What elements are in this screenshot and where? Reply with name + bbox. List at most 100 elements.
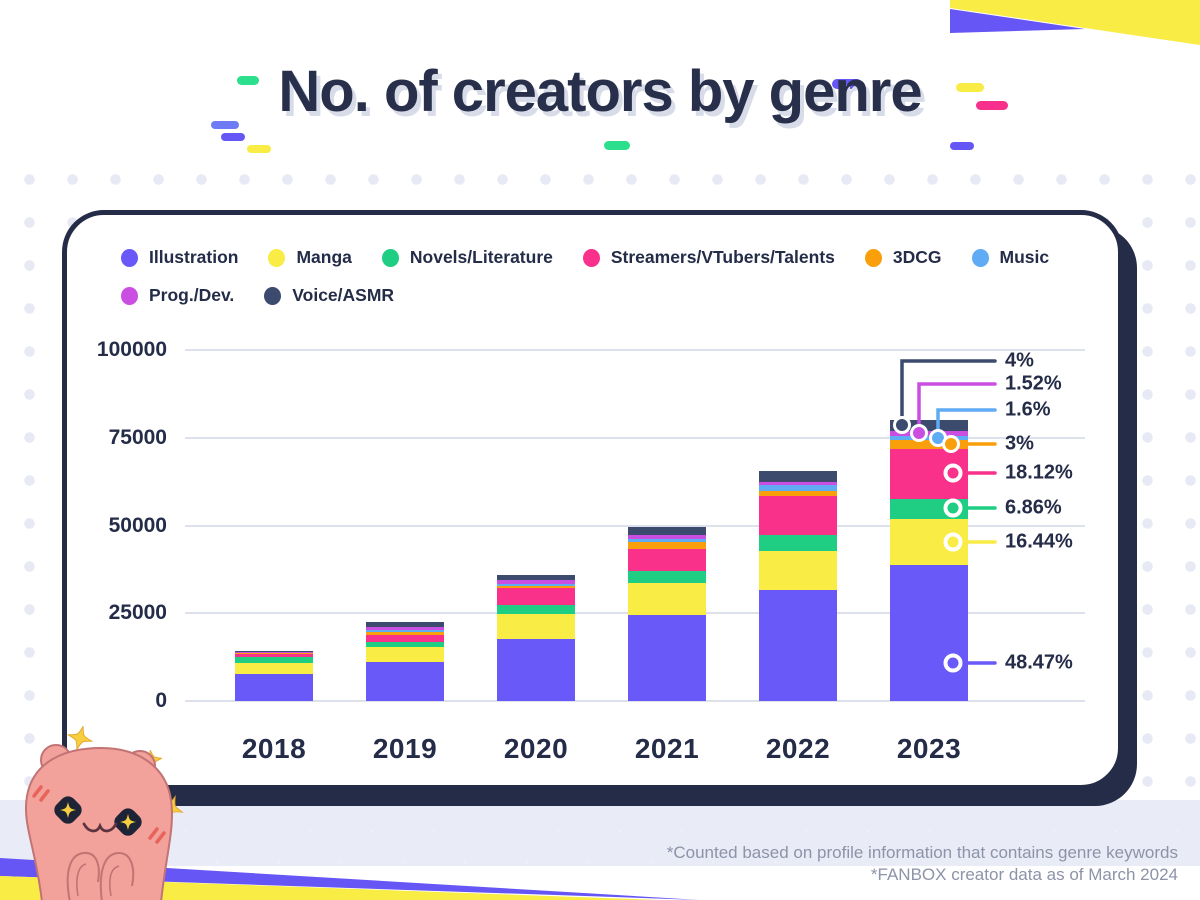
- bar-segment-3dcg: [235, 653, 313, 655]
- bar-segment-voice-asmr: [628, 527, 706, 536]
- confetti-green-pill: [237, 76, 259, 85]
- y-axis-tick-label: 50000: [108, 513, 167, 537]
- bar-segment-streamers-vtubers-talents: [759, 496, 837, 536]
- bar-segment-voice-asmr: [497, 575, 575, 581]
- confetti-purple-pill-top: [832, 79, 862, 89]
- bar-segment-manga: [235, 663, 313, 675]
- callout-label-novels-literature: 6.86%: [1005, 496, 1062, 519]
- gridline: [185, 700, 1085, 702]
- bar-2020: [497, 575, 575, 701]
- confetti-blue-dash: [211, 121, 239, 129]
- top-right-ribbon-decoration: [950, 0, 1200, 45]
- chart-card: Illustration Manga Novels/Literature Stream…: [62, 210, 1123, 790]
- bar-segment-manga: [628, 582, 706, 615]
- confetti-green-pill-bottom: [604, 141, 630, 150]
- bar-2022: [759, 471, 837, 701]
- bar-segment-novels-literature: [628, 571, 706, 583]
- bar-segment-novels-literature: [235, 657, 313, 664]
- bar-segment-voice-asmr: [759, 471, 837, 482]
- legend-label: Novels/Literature: [409, 247, 553, 267]
- bar-segment-streamers-vtubers-talents: [235, 654, 313, 658]
- bar-segment-manga: [890, 518, 968, 565]
- bar-segment-3dcg: [628, 541, 706, 549]
- callout-label-illustration: 48.47%: [1005, 651, 1073, 674]
- callout-dot-icon: [893, 416, 911, 434]
- bar-segment-illustration: [628, 615, 706, 701]
- callout-line: [936, 408, 997, 440]
- confetti-yellow-pill-right: [956, 83, 984, 92]
- confetti-yellow-dash-left: [247, 145, 271, 153]
- legend-label: Manga: [296, 247, 352, 267]
- callout-dot-icon: [943, 532, 963, 552]
- fanbox-mascot-illustration: [24, 726, 185, 900]
- callout-label-music: 1.6%: [1005, 398, 1051, 421]
- bar-segment-prog-dev-: [366, 626, 444, 630]
- callout-line: [900, 359, 997, 427]
- bar-segment-music: [759, 485, 837, 491]
- bar-segment-voice-asmr: [235, 650, 313, 652]
- confetti-purple-dash-left: [221, 133, 245, 141]
- legend-row: Prog./Dev. Voice/ASMR: [121, 285, 1071, 306]
- confetti-pink-dash-right: [976, 101, 1008, 110]
- y-axis-tick-label: 0: [155, 689, 167, 712]
- bar-segment-streamers-vtubers-talents: [890, 448, 968, 500]
- x-axis-label-2018: 2018: [241, 733, 307, 764]
- x-axis-label-2023: 2023: [896, 733, 962, 764]
- callout-line: [917, 382, 997, 435]
- bar-segment-manga: [497, 613, 575, 640]
- bar-segment-streamers-vtubers-talents: [366, 634, 444, 643]
- gridline: [185, 524, 1085, 527]
- y-axis-tick-label: 25000: [108, 601, 167, 625]
- legend-label: Streamers/VTubers/Talents: [610, 247, 835, 267]
- legend-item-streamers-vtubers-talents: Streamers/VTubers/Talents: [582, 247, 835, 268]
- bar-2019: [366, 621, 444, 701]
- gridline: [185, 349, 1085, 351]
- title-block: No. of creators by genre: [0, 58, 1200, 125]
- footnote-line-2: *FANBOX creator data as of March 2024: [870, 865, 1178, 884]
- legend-item-novels-literature: Novels/Literature: [381, 247, 553, 268]
- legend-item-prog-dev-: Prog./Dev.: [121, 285, 234, 306]
- callout-dot-icon: [942, 435, 960, 453]
- bar-2018: [235, 650, 313, 701]
- bar-segment-illustration: [890, 564, 968, 701]
- legend-swatch-icon: [381, 248, 399, 267]
- callout-label-prog-dev-: 1.52%: [1005, 372, 1062, 395]
- bar-segment-music: [235, 652, 313, 654]
- bar-segment-novels-literature: [497, 605, 575, 614]
- bar-segment-illustration: [759, 590, 837, 701]
- bar-segment-manga: [366, 647, 444, 662]
- bar-segment-prog-dev-: [628, 535, 706, 539]
- bar-segment-manga: [759, 551, 837, 591]
- gridline: [185, 436, 1085, 439]
- legend-label: Voice/ASMR: [292, 285, 395, 305]
- bar-segment-3dcg: [759, 490, 837, 497]
- bar-segment-3dcg: [890, 440, 968, 449]
- legend-label: 3DCG: [892, 247, 942, 267]
- bar-segment-illustration: [366, 661, 444, 701]
- bar-segment-prog-dev-: [235, 651, 313, 653]
- legend-swatch-icon: [582, 248, 600, 267]
- legend-item-manga: Manga: [268, 247, 352, 268]
- bar-segment-prog-dev-: [759, 481, 837, 486]
- legend-label: Music: [999, 247, 1050, 267]
- callout-connectors: [893, 359, 997, 673]
- legend-swatch-icon: [971, 248, 989, 267]
- chart-legend: Illustration Manga Novels/Literature Stream…: [121, 247, 1071, 323]
- legend-item-3dcg: 3DCG: [864, 247, 942, 268]
- bar-segment-music: [366, 629, 444, 633]
- y-axis-tick-label: 75000: [108, 425, 167, 449]
- y-axis-tick-label: 100000: [96, 338, 167, 361]
- bar-segment-3dcg: [497, 586, 575, 589]
- bar-segment-voice-asmr: [890, 420, 968, 432]
- x-axis-label-2020: 2020: [503, 733, 569, 764]
- callout-label-3dcg: 3%: [1005, 432, 1034, 455]
- legend-swatch-icon: [268, 248, 286, 267]
- x-axis-label-2019: 2019: [372, 733, 438, 764]
- bar-segment-illustration: [497, 639, 575, 701]
- bar-segment-3dcg: [366, 632, 444, 635]
- stacked-bar-chart: 100000 75000 50000 25000 0 2018 2019 2020 2021 2…: [67, 215, 1123, 785]
- callout-label-voice-asmr: 4%: [1005, 349, 1034, 372]
- x-axis-label-2022: 2022: [765, 733, 831, 764]
- legend-swatch-icon: [264, 286, 282, 305]
